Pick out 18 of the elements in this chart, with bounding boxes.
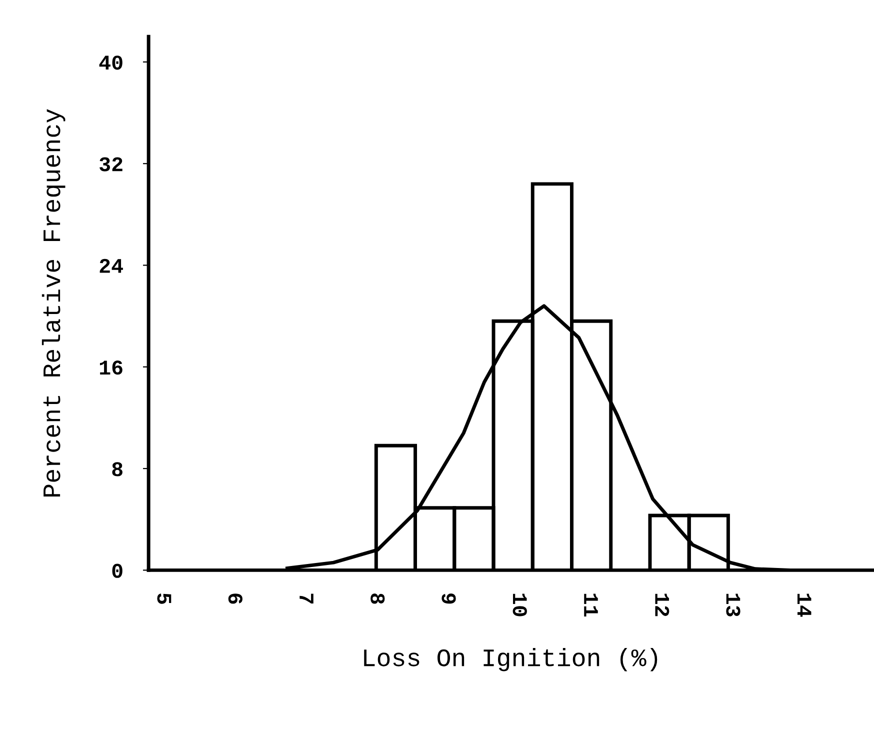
x-tick-label: 10 <box>512 594 527 616</box>
x-axis-title: Loss On Ignition (%) <box>364 648 658 672</box>
x-tick-label: 6 <box>228 594 242 604</box>
y-tick-label: 32 <box>100 157 122 172</box>
y-axis-title: Percent Relative Frequency <box>42 109 66 496</box>
x-tick-label: 7 <box>300 594 314 604</box>
x-tick-label: 13 <box>726 594 740 616</box>
x-tick-label: 11 <box>584 594 598 617</box>
y-tick-label: 16 <box>100 360 122 375</box>
y-tick-label: 40 <box>99 56 122 70</box>
x-tick-label: 8 <box>370 594 385 604</box>
x-tick-label: 12 <box>655 594 670 616</box>
x-tick-label: 14 <box>797 594 812 617</box>
x-tick-label: 5 <box>157 593 172 604</box>
y-tick-label: 24 <box>100 258 123 273</box>
y-tick-label: 8 <box>112 462 122 476</box>
x-tick-label: 9 <box>442 594 456 604</box>
y-tick-label: 0 <box>112 564 122 578</box>
